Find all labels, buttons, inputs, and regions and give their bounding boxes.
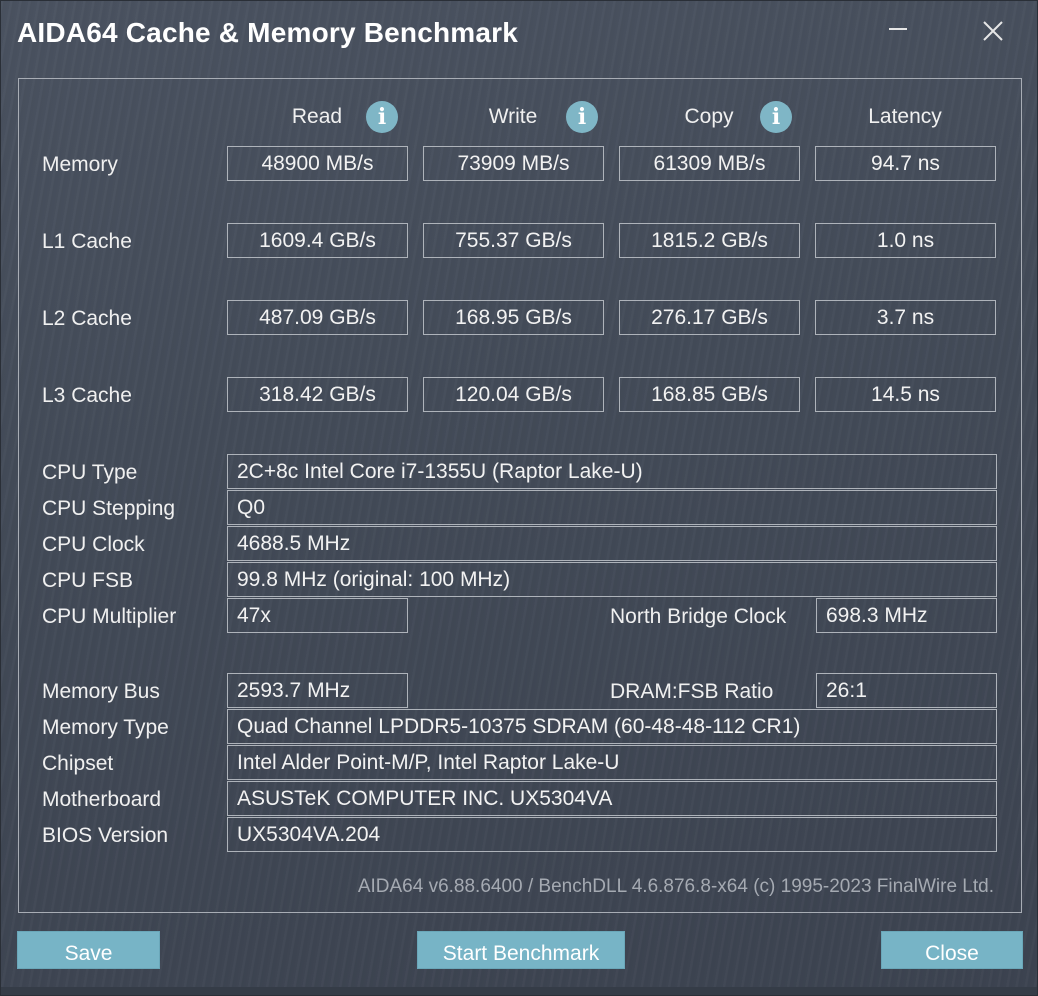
cpu-fsb-label: CPU FSB [42,569,134,592]
cpu-multiplier-label: CPU Multiplier [42,605,177,628]
bios-version-value: UX5304VA.204 [227,817,997,852]
memory-read-value: 48900 MB/s [227,146,408,181]
memory-type-label: Memory Type [42,716,169,739]
start-benchmark-button[interactable]: Start Benchmark [417,931,625,969]
chipset-value: Intel Alder Point-M/P, Intel Raptor Lake… [227,745,997,780]
column-copy: Copy [684,105,734,128]
cpu-fsb-value: 99.8 MHz (original: 100 MHz) [227,562,997,597]
dram-fsb-ratio-value: 26:1 [816,673,997,708]
motherboard-label: Motherboard [42,788,162,811]
row-label-l1-cache: L1 Cache [42,230,132,253]
memory-bus-label: Memory Bus [42,680,160,703]
info-icon[interactable]: i [366,101,398,133]
l1-write-value: 755.37 GB/s [423,223,604,258]
window-title: AIDA64 Cache & Memory Benchmark [17,17,519,48]
column-write: Write [488,105,538,128]
minimize-icon[interactable] [878,15,918,47]
l1-copy-value: 1815.2 GB/s [619,223,800,258]
cpu-clock-value: 4688.5 MHz [227,526,997,561]
l1-latency-value: 1.0 ns [815,223,996,258]
cpu-stepping-label: CPU Stepping [42,497,176,520]
save-button[interactable]: Save [17,931,160,969]
memory-latency-value: 94.7 ns [815,146,996,181]
memory-bus-value: 2593.7 MHz [227,673,408,708]
north-bridge-clock-value: 698.3 MHz [816,598,997,633]
column-read: Read [291,105,343,128]
cpu-stepping-value: Q0 [227,490,997,525]
close-icon[interactable] [972,15,1012,47]
cpu-multiplier-value: 47x [227,598,408,633]
results-panel [18,78,1022,913]
l3-read-value: 318.42 GB/s [227,377,408,412]
window-bottom-edge [1,987,1037,995]
l2-latency-value: 3.7 ns [815,300,996,335]
dram-fsb-ratio-label: DRAM:FSB Ratio [610,680,774,703]
north-bridge-clock-label: North Bridge Clock [610,605,787,628]
cpu-type-value: 2C+8c Intel Core i7-1355U (Raptor Lake-U… [227,454,997,489]
memory-write-value: 73909 MB/s [423,146,604,181]
row-label-l3-cache: L3 Cache [42,384,132,407]
cpu-type-label: CPU Type [42,461,138,484]
l3-write-value: 120.04 GB/s [423,377,604,412]
column-latency: Latency [868,105,942,128]
motherboard-value: ASUSTeK COMPUTER INC. UX5304VA [227,781,997,816]
version-footer: AIDA64 v6.88.6400 / BenchDLL 4.6.876.8-x… [357,876,994,897]
info-icon[interactable]: i [566,101,598,133]
l2-copy-value: 276.17 GB/s [619,300,800,335]
chipset-label: Chipset [42,752,114,775]
l1-read-value: 1609.4 GB/s [227,223,408,258]
l3-copy-value: 168.85 GB/s [619,377,800,412]
memory-type-value: Quad Channel LPDDR5-10375 SDRAM (60-48-4… [227,709,997,744]
bios-version-label: BIOS Version [42,824,169,847]
l2-write-value: 168.95 GB/s [423,300,604,335]
cpu-clock-label: CPU Clock [42,533,145,556]
row-label-memory: Memory [42,153,118,176]
close-button[interactable]: Close [881,931,1023,969]
l2-read-value: 487.09 GB/s [227,300,408,335]
l3-latency-value: 14.5 ns [815,377,996,412]
memory-copy-value: 61309 MB/s [619,146,800,181]
row-label-l2-cache: L2 Cache [42,307,132,330]
info-icon[interactable]: i [760,101,792,133]
